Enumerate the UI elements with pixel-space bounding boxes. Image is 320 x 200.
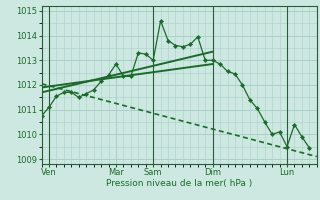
X-axis label: Pression niveau de la mer( hPa ): Pression niveau de la mer( hPa ) (106, 179, 252, 188)
